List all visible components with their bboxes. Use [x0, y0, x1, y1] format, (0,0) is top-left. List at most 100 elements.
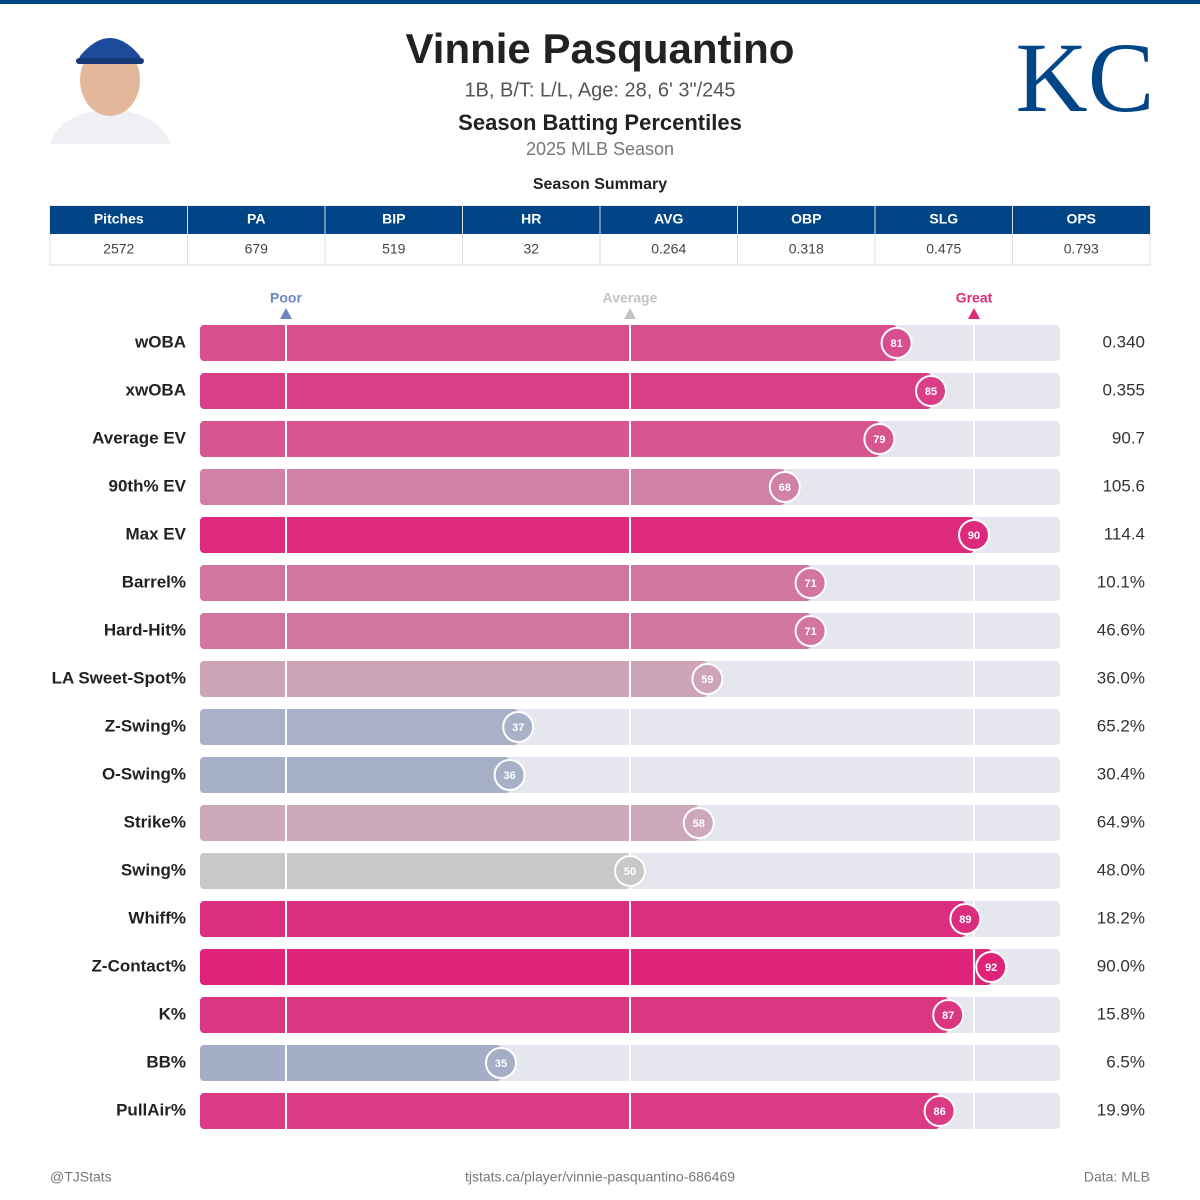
percentile-dot: [493, 759, 526, 791]
stat-value: 64.9%: [1097, 812, 1145, 831]
reference-marker: [280, 308, 292, 319]
bar: [200, 517, 974, 553]
percentile-dot: [794, 567, 827, 599]
footer-source: Data: MLB: [1084, 1169, 1150, 1185]
percentile-label: 87: [942, 1010, 954, 1022]
percentile-dot: [958, 519, 990, 551]
bar: [200, 661, 708, 697]
table-header: HR: [521, 211, 541, 227]
table-cell: 0.475: [926, 241, 961, 257]
table-header: AVG: [654, 211, 683, 227]
stat-value: 114.4: [1104, 524, 1145, 543]
player-photo: [50, 26, 170, 144]
metric-label: 90th% EV: [109, 476, 187, 495]
table-header: BIP: [382, 211, 405, 227]
team-logo: KC: [1016, 22, 1155, 133]
stat-value: 105.6: [1102, 476, 1145, 495]
metric-label: Whiff%: [128, 908, 186, 927]
metric-label: PullAir%: [116, 1100, 186, 1119]
metric-label: K%: [159, 1004, 186, 1023]
reference-label: Poor: [270, 290, 302, 306]
reference-label: Great: [956, 290, 993, 306]
percentile-label: 81: [890, 338, 902, 350]
percentile-dot: [794, 615, 827, 647]
bar: [200, 421, 880, 457]
table-cell: 32: [523, 241, 539, 257]
table-cell: 679: [245, 241, 269, 257]
bar: [200, 901, 966, 937]
table-header: SLG: [929, 211, 958, 227]
bar: [200, 757, 510, 793]
stat-value: 0.355: [1102, 380, 1145, 399]
summary-title: Season Summary: [533, 176, 667, 193]
subtitle: Season Batting Percentiles: [458, 110, 742, 135]
stat-value: 15.8%: [1097, 1004, 1145, 1023]
metric-label: Hard-Hit%: [104, 620, 186, 639]
reference-marker: [968, 308, 980, 319]
percentile-dot: [768, 471, 801, 503]
table-cell: 519: [382, 241, 406, 257]
table-header: Pitches: [94, 211, 144, 227]
table-cell: 0.264: [651, 241, 686, 257]
top-border: [0, 0, 1200, 4]
metric-label: wOBA: [134, 332, 186, 351]
table-header: OBP: [791, 211, 821, 227]
bar: [200, 1093, 940, 1129]
table-cell: 2572: [103, 241, 134, 257]
bar: [200, 373, 931, 409]
percentile-dot: [502, 711, 535, 743]
percentile-dot: [932, 999, 965, 1031]
bar: [200, 565, 811, 601]
stat-value: 48.0%: [1097, 860, 1145, 879]
percentile-label: 59: [701, 674, 713, 686]
percentile-label: 92: [985, 962, 997, 974]
percentile-label: 79: [873, 434, 885, 446]
metric-label: BB%: [146, 1052, 186, 1071]
percentile-label: 85: [925, 386, 937, 398]
bar: [200, 853, 630, 889]
bar: [200, 1045, 501, 1081]
percentile-label: 71: [804, 578, 816, 590]
stat-value: 90.7: [1112, 428, 1145, 447]
player-bio: 1B, B/T: L/L, Age: 28, 6' 3"/245: [464, 79, 735, 101]
metric-label: LA Sweet-Spot%: [52, 668, 186, 687]
percentile-dot: [880, 327, 913, 359]
reference-label: Average: [603, 290, 658, 306]
bar: [200, 469, 785, 505]
percentile-label: 58: [693, 818, 705, 830]
percentile-label: 36: [503, 770, 515, 782]
stat-value: 30.4%: [1097, 764, 1145, 783]
percentile-label: 35: [495, 1058, 507, 1070]
percentile-dot: [614, 855, 646, 887]
bar: [200, 325, 897, 361]
metric-label: Barrel%: [122, 572, 186, 591]
bar: [200, 805, 699, 841]
bar: [200, 709, 519, 745]
percentile-label: 37: [512, 722, 524, 734]
table-cell: 0.318: [789, 241, 824, 257]
percentile-dot: [863, 423, 896, 455]
metric-label: Swing%: [121, 860, 186, 879]
bar: [200, 997, 949, 1033]
percentile-label: 89: [959, 914, 971, 926]
metric-label: Max EV: [126, 524, 187, 543]
percentile-label: 71: [804, 626, 816, 638]
stat-value: 65.2%: [1097, 716, 1145, 735]
percentile-dot: [682, 807, 715, 839]
metric-label: Average EV: [92, 428, 187, 447]
stat-value: 0.340: [1102, 332, 1145, 351]
season: 2025 MLB Season: [526, 139, 674, 159]
percentile-dot: [915, 375, 947, 407]
percentile-label: 90: [968, 530, 980, 542]
stat-value: 6.5%: [1106, 1052, 1145, 1071]
percentile-dot: [923, 1095, 956, 1127]
metric-label: xwOBA: [126, 380, 186, 399]
stat-value: 36.0%: [1097, 668, 1145, 687]
percentile-label: 86: [933, 1106, 945, 1118]
metric-label: Z-Contact%: [92, 956, 186, 975]
reference-marker: [624, 308, 636, 319]
percentile-dot: [975, 951, 1008, 983]
percentile-dot: [691, 663, 724, 695]
stat-value: 10.1%: [1097, 572, 1145, 591]
